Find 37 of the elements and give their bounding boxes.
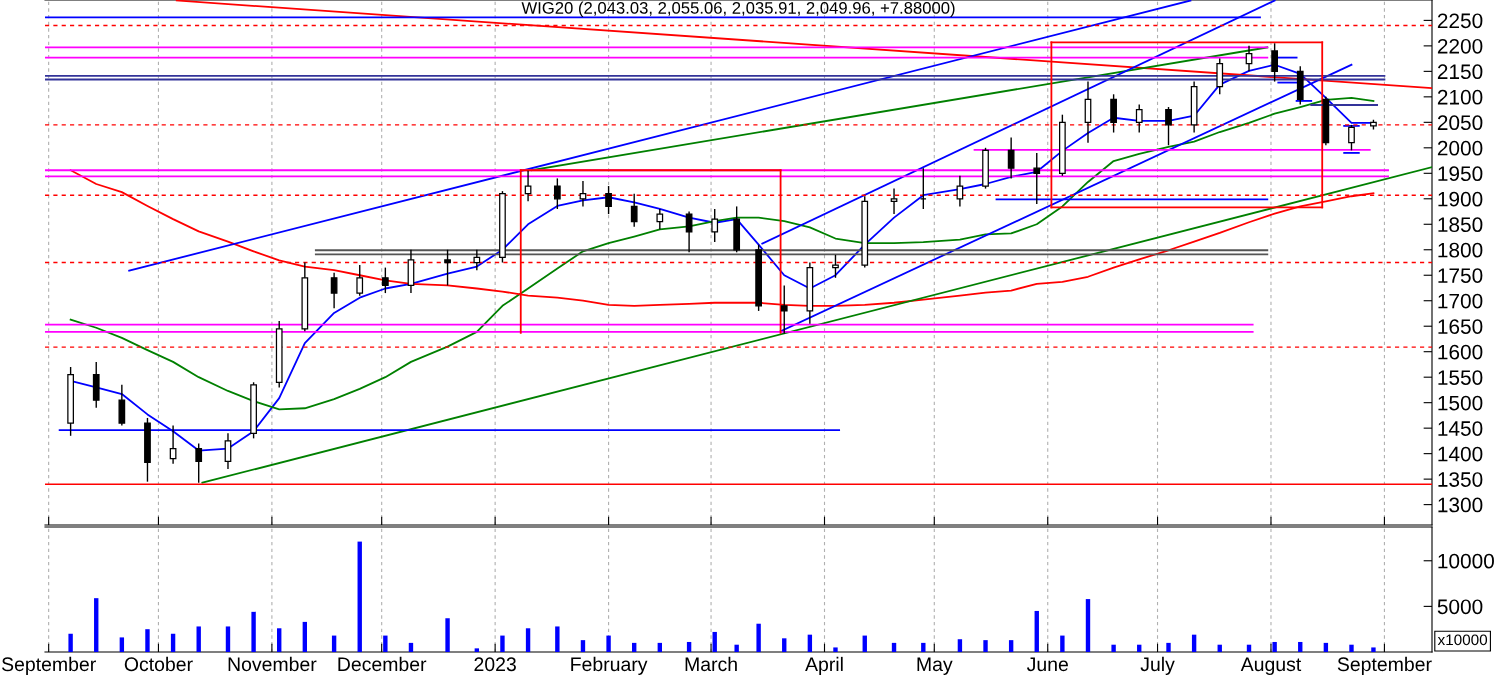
y-tick-label: 10000 xyxy=(1438,553,1494,569)
x-tick-label: August xyxy=(1240,657,1302,675)
y-tick-label: 1300 xyxy=(1438,497,1483,513)
x-tick-label: March xyxy=(685,656,737,672)
text: x10000 xyxy=(1437,634,1488,646)
y-tick-label: 1850 xyxy=(1438,217,1483,233)
y-tick-label: 1350 xyxy=(1438,472,1483,487)
y-tick-label: 2100 xyxy=(1437,89,1483,105)
y-tick-label: 1750 xyxy=(1438,268,1483,283)
y-tick-label: 2250 xyxy=(1437,13,1483,29)
y-tick-label: 1450 xyxy=(1438,421,1483,436)
x-tick-label: February xyxy=(571,656,648,675)
y-tick-label: 1500 xyxy=(1438,395,1483,411)
y-tick-label: 1650 xyxy=(1438,319,1483,334)
x-tick-label: September xyxy=(1337,656,1432,675)
x-tick-label: April xyxy=(805,656,843,675)
x-tick-label: 2023 xyxy=(474,657,516,672)
y-tick-label: 2050 xyxy=(1437,115,1483,131)
x-tick-label: May xyxy=(917,657,953,675)
y-tick-label: 1700 xyxy=(1438,293,1483,309)
y-tick-label: 1400 xyxy=(1438,446,1483,462)
y-tick-label: 1800 xyxy=(1438,242,1483,258)
y-tick-label: 2150 xyxy=(1437,64,1483,80)
x-tick-label: September xyxy=(1,656,96,675)
x-tick-label: November xyxy=(228,656,317,672)
y-tick-label: 1900 xyxy=(1438,191,1483,207)
chart-title: WIG20 (2,043.03, 2,055.06, 2,035.91, 2,049.96, +7.88000) xyxy=(521,1,955,18)
y-tick-label: 2200 xyxy=(1437,38,1483,54)
y-tick-label: 1550 xyxy=(1438,370,1483,385)
x-tick-label: December xyxy=(338,656,427,672)
x-tick-label: June xyxy=(1026,657,1068,672)
x-tick-label: July xyxy=(1140,656,1175,675)
y-tick-label: 1600 xyxy=(1438,344,1483,360)
y-tick-label: 2000 xyxy=(1437,140,1483,156)
x-tick-label: October xyxy=(124,656,193,672)
y-tick-label: 1950 xyxy=(1438,166,1483,182)
y-tick-label: 5000 xyxy=(1437,599,1483,615)
